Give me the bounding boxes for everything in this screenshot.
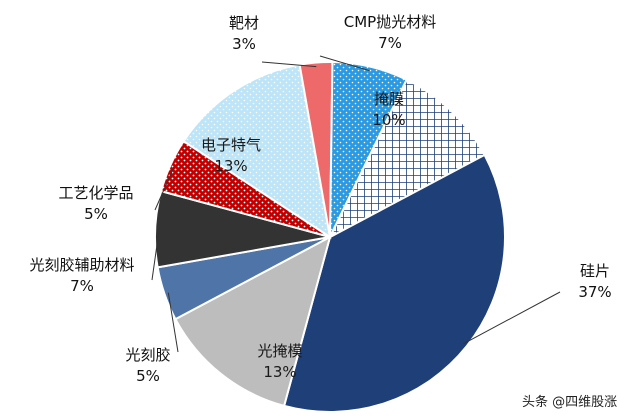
slice-value-6: 13% bbox=[214, 157, 247, 175]
slice-label-7: 靶材 bbox=[229, 14, 259, 32]
slice-label-8: CMP抛光材料 bbox=[344, 13, 436, 31]
leader-line-1 bbox=[463, 291, 561, 345]
slice-value-4: 7% bbox=[70, 277, 94, 295]
pie-slice-6 bbox=[182, 63, 332, 240]
leader-line-7 bbox=[261, 61, 317, 68]
slice-label-5: 工艺化学品 bbox=[58, 184, 133, 202]
slice-value-8: 7% bbox=[378, 34, 402, 52]
slice-label-1: 硅片 bbox=[580, 262, 610, 280]
slice-label-9: 掩膜 bbox=[374, 90, 404, 108]
slice-label-6: 电子特气 bbox=[201, 136, 261, 154]
slice-value-7: 3% bbox=[232, 35, 256, 53]
slice-value-9: 10% bbox=[372, 111, 405, 129]
pie-slice-9 bbox=[327, 78, 486, 240]
pie-slice-2 bbox=[174, 235, 332, 408]
watermark: 头条 @四维股涨 bbox=[522, 394, 617, 410]
leader-line-3 bbox=[167, 292, 179, 353]
pie-slice-1 bbox=[282, 153, 506, 413]
leader-line-8 bbox=[319, 55, 370, 72]
slice-value-1: 37% bbox=[578, 283, 611, 301]
slice-label-2: 光掩模 bbox=[257, 342, 302, 360]
slice-value-3: 5% bbox=[136, 367, 160, 385]
slice-label-3: 光刻胶 bbox=[125, 346, 170, 364]
slice-value-5: 5% bbox=[84, 205, 108, 223]
slice-value-2: 13% bbox=[263, 363, 296, 381]
leader-line-5 bbox=[154, 166, 175, 211]
leader-line-4 bbox=[151, 229, 160, 281]
slice-label-4: 光刻胶辅助材料 bbox=[29, 256, 134, 274]
